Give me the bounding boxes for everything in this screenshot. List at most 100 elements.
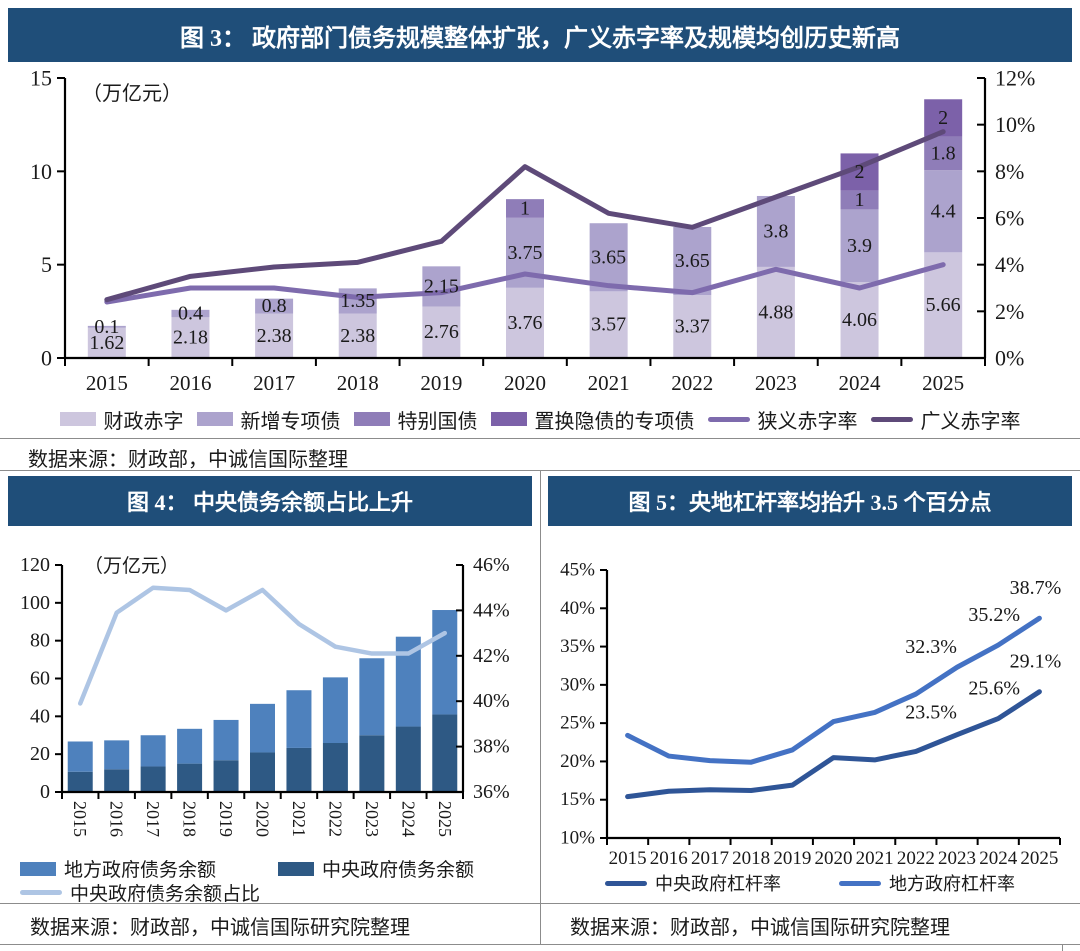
bar-value-label: 3.8 [763, 220, 788, 242]
left-axis-tick-label: 5 [41, 252, 52, 277]
x-axis-label: 2017 [691, 848, 729, 869]
bar-segment-new-special-bond [673, 226, 712, 296]
figure5-title: 图 5：央地杠杆率均抬升 3.5 个百分点 [628, 490, 992, 515]
x-axis-label: 2015 [609, 848, 647, 869]
line-value-label: 23.5% [905, 702, 957, 724]
bar-value-label: 3.65 [591, 246, 626, 268]
bar-segment-fiscal-deficit [756, 266, 795, 358]
legend-bar-swatch [196, 412, 233, 426]
x-axis-label: 2017 [143, 801, 163, 837]
left-axis-tick-label: 100 [20, 592, 50, 614]
bar-segment-new-special-bond [422, 266, 461, 307]
bar-segment-central-debt [322, 743, 348, 792]
bar-segment-special-treasury-bond [924, 136, 963, 171]
bar-segment-local-debt [250, 703, 275, 753]
bar-segment-local-debt [286, 690, 312, 748]
right-axis-tick-label: 6% [995, 206, 1024, 231]
left-axis-tick-label: 15 [30, 66, 52, 91]
left-axis-tick-label: 15% [560, 789, 595, 810]
bar-value-label: 3.65 [675, 250, 710, 272]
figure5-chart: 23.5% 25.6% 29.1% 32.3% 35.2% 38.7% 10% 15% 20% 2… [560, 560, 1062, 870]
bar-value-label: 1.8 [931, 142, 956, 164]
bar-value-label: 4.4 [931, 200, 956, 222]
left-axis-tick-label: 0 [40, 781, 50, 803]
legend-item: 地方政府债务余额 [20, 855, 216, 882]
x-axis-label: 2024 [839, 371, 882, 395]
bar-segment-new-special-bond [589, 223, 628, 292]
legend-label: 地方政府杠杆率 [889, 874, 1015, 894]
right-axis-tick-label: 42% [473, 645, 510, 667]
legend-bar-swatch [59, 412, 96, 426]
left-axis-tick-label: 0 [41, 346, 52, 371]
axis-unit-label: （万亿元） [84, 555, 179, 577]
legend-label: 中央政府债务余额占比 [70, 884, 261, 905]
left-axis-tick-label: 35% [560, 636, 595, 657]
right-axis-tick-label: 44% [473, 599, 510, 621]
figure4-legend-row1: 地方政府债务余额 中央政府债务余额 [20, 855, 474, 882]
bar-value-label: 4.88 [758, 301, 793, 323]
x-axis-label: 2018 [732, 848, 770, 869]
bar-segment-new-special-bond [756, 195, 795, 267]
legend-label: 地方政府债务余额 [64, 860, 217, 881]
bar-segment-local-debt [104, 740, 130, 770]
bar-segment-special-treasury-bond [840, 190, 879, 210]
x-axis-label: 2015 [70, 801, 90, 837]
bar-value-label: 2.18 [173, 327, 208, 349]
line-value-label: 29.1% [1010, 651, 1062, 673]
left-axis-tick-label: 60 [30, 668, 50, 690]
bar-value-label: 1 [520, 197, 530, 219]
bar-segment-central-debt [67, 771, 93, 792]
figure4-legend-row2: 中央政府债务余额占比 [20, 879, 260, 906]
line-narrow-deficit-ratio [104, 262, 946, 305]
bar-segment-new-special-bond [840, 209, 879, 283]
bar-value-label: 3.57 [591, 314, 626, 336]
axis-unit-label: （万亿元） [82, 82, 182, 105]
legend-line-swatch [839, 880, 881, 886]
legend-bar-swatch [278, 861, 315, 876]
bar-segment-local-debt [432, 610, 458, 715]
x-axis-label: 2019 [420, 371, 462, 395]
right-axis-tick-label: 4% [995, 252, 1024, 277]
legend-item: 广义赤字率 [870, 405, 1021, 434]
x-axis-label: 2019 [773, 848, 811, 869]
right-axis-tick-label: 36% [473, 781, 510, 803]
x-axis-label: 2018 [337, 371, 379, 395]
bar-segment-fiscal-deficit [255, 313, 294, 358]
line-value-label: 38.7% [1010, 577, 1062, 599]
bar-segment-central-debt [432, 714, 458, 792]
right-axis-tick-label: 2% [995, 299, 1024, 324]
x-axis-label: 2020 [253, 801, 273, 837]
left-axis-tick-label: 40 [30, 705, 50, 727]
bar-value-label: 2 [855, 161, 865, 183]
bar-segment-local-debt [359, 658, 385, 736]
x-axis-label: 2020 [815, 848, 853, 869]
figure3-chart: 1.62 2.18 2.38 2.38 2.76 3.76 3.57 3.37 4.88 4.06… [30, 66, 1035, 396]
legend-item: 新增专项债 [196, 405, 341, 434]
bar-value-label: 1.62 [89, 332, 124, 354]
bar-segment-central-debt [213, 760, 239, 792]
x-axis-label: 2024 [398, 801, 418, 837]
figure3-legend: 财政赤字 新增专项债 特别国债 置换隐债的专项债 狭义赤字率 广义赤字率 [0, 403, 1080, 435]
bar-segment-fiscal-deficit [422, 306, 461, 358]
bar-value-label: 0.8 [262, 295, 287, 317]
left-axis-tick-label: 10 [30, 159, 52, 184]
left-axis-tick-label: 45% [560, 560, 595, 581]
legend-line-swatch [870, 416, 913, 422]
bar-segment-local-debt [322, 677, 348, 744]
line-central-debt-share [77, 585, 448, 706]
right-axis-tick-label: 10% [995, 112, 1035, 137]
bar-value-label: 2.15 [424, 275, 459, 297]
legend-item: 地方政府杠杆率 [839, 870, 1015, 896]
bar-value-label: 3.9 [847, 235, 872, 257]
line-value-label: 35.2% [968, 604, 1020, 626]
bar-segment-central-debt [286, 747, 312, 792]
bar-segment-fiscal-deficit [840, 282, 879, 358]
bar-segment-fiscal-deficit [673, 295, 712, 358]
line-central-leverage [625, 689, 1042, 800]
legend-label: 中央政府债务余额 [322, 860, 475, 881]
left-axis-tick-label: 10% [560, 828, 595, 849]
bar-segment-fiscal-deficit [338, 313, 377, 358]
left-axis-tick-label: 30% [560, 674, 595, 695]
left-axis-tick-label: 25% [560, 713, 595, 734]
legend-line-swatch [20, 890, 62, 895]
